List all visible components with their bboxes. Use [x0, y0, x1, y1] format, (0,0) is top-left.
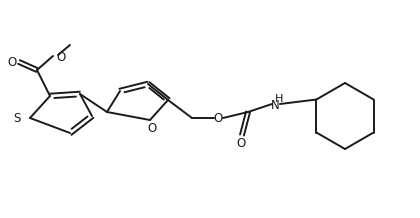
Text: O: O	[236, 136, 246, 150]
Text: O: O	[8, 56, 17, 68]
Text: N: N	[271, 99, 280, 111]
Text: S: S	[13, 111, 21, 124]
Text: O: O	[147, 121, 157, 135]
Text: H: H	[275, 94, 284, 104]
Text: O: O	[56, 51, 65, 63]
Text: O: O	[213, 111, 223, 124]
